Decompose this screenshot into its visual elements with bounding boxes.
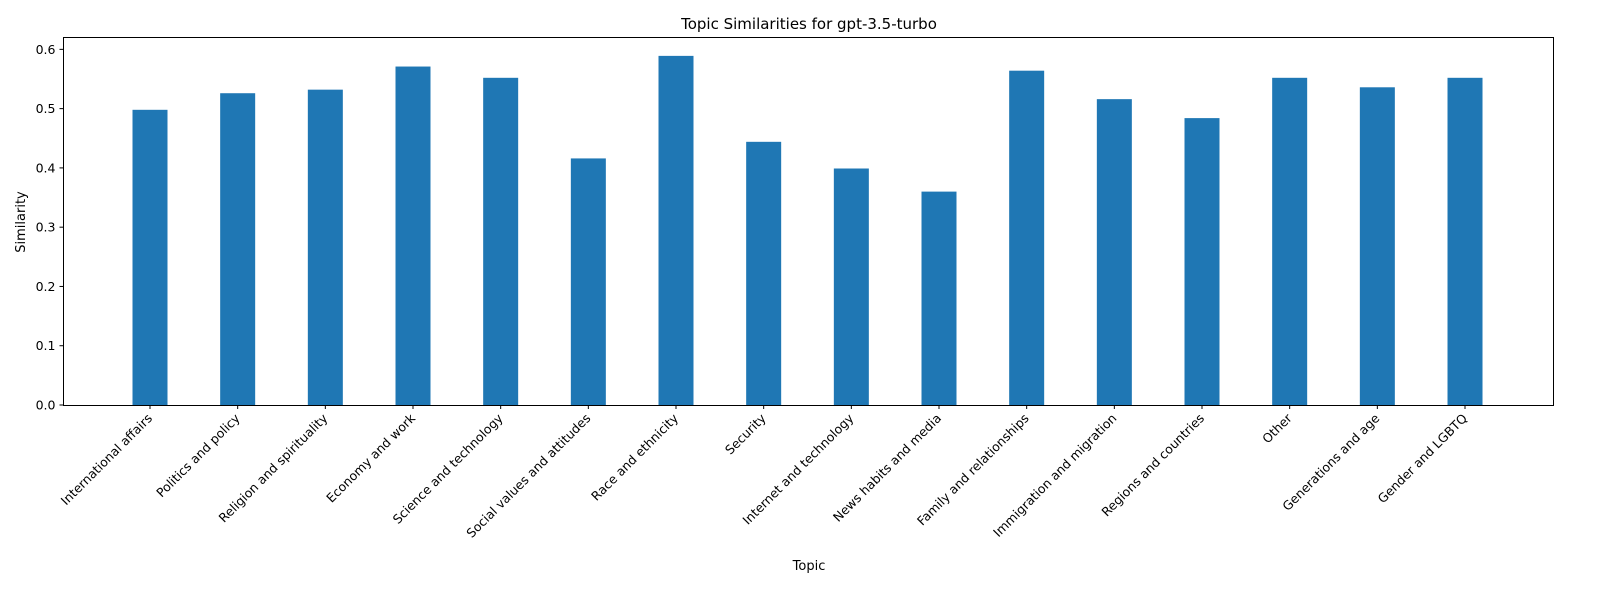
y-tick-label: 0.5 — [36, 101, 56, 116]
x-tick-label: Gender and LGBTQ — [1375, 410, 1471, 506]
x-tick-label: Economy and work — [323, 410, 418, 505]
y-tick-label: 0.1 — [36, 338, 56, 353]
bar — [132, 109, 168, 405]
bar — [483, 77, 519, 405]
y-tick-label: 0.2 — [36, 279, 56, 294]
y-tick-label: 0.0 — [36, 398, 56, 413]
bar — [395, 66, 431, 405]
bar — [746, 141, 782, 405]
bar — [833, 168, 869, 405]
x-tick-label: International affairs — [58, 411, 155, 508]
bar — [921, 191, 957, 405]
bar — [1272, 77, 1308, 405]
bar — [1447, 77, 1483, 405]
x-tick-label: Other — [1259, 410, 1295, 446]
bar — [658, 55, 694, 406]
plot-frame — [63, 37, 1554, 406]
x-axis-label: Topic — [792, 559, 826, 574]
bar — [570, 158, 606, 405]
bar — [307, 89, 343, 405]
y-axis-label: Similarity — [14, 191, 29, 253]
x-tick-label: Race and ethnicity — [588, 410, 682, 504]
y-tick-label: 0.6 — [36, 42, 56, 57]
bar — [1009, 70, 1045, 405]
bar — [1096, 99, 1132, 406]
y-tick-label: 0.3 — [36, 220, 56, 235]
bar — [220, 93, 256, 405]
x-tick-label: Generations and age — [1279, 410, 1382, 513]
bars — [132, 55, 1483, 406]
bar — [1184, 118, 1220, 406]
x-tick-label: Politics and policy — [153, 410, 243, 500]
chart-title: Topic Similarities for gpt-3.5-turbo — [680, 15, 937, 33]
y-tick-label: 0.4 — [36, 160, 56, 175]
bar — [1359, 87, 1395, 405]
x-tick-label: Regions and countries — [1098, 411, 1207, 520]
y-ticks: 0.0 0.1 0.2 0.3 0.4 0.5 0.6 — [36, 42, 64, 413]
x-tick-label: Security — [722, 410, 769, 457]
